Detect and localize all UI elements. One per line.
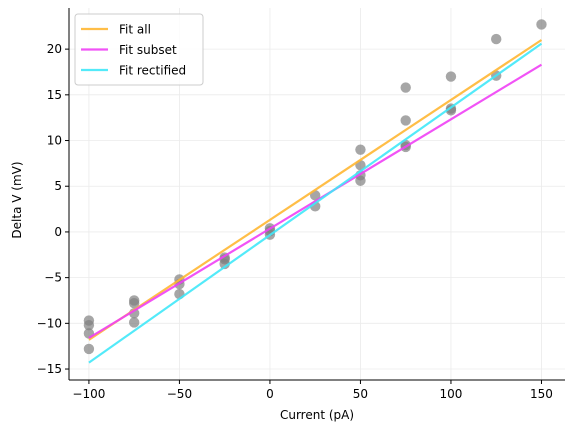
legend-box (74, 13, 204, 86)
grid (69, 8, 565, 380)
data-point (445, 105, 457, 116)
y-tick-label: 0 (54, 225, 62, 239)
data-point (83, 343, 95, 355)
legend: Fit all Fit subset Fit rectified (74, 13, 204, 86)
legend-label-3: Fit rectified (119, 64, 186, 78)
y-tick-label: −5 (44, 271, 62, 285)
data-point (128, 298, 140, 309)
legend-label-2: Fit subset (119, 43, 177, 57)
data-point (355, 144, 366, 155)
x-tick-label: −100 (72, 387, 105, 401)
y-tick-label: 15 (47, 88, 62, 102)
y-tick-label: −15 (37, 362, 62, 376)
fit-line-2 (88, 63, 543, 339)
legend-label-1: Fit all (119, 23, 151, 37)
fit-lines (88, 39, 543, 364)
data-point (445, 71, 457, 82)
x-axis-label: Current (pA) (280, 408, 354, 422)
y-axis-label: Delta V (mV) (10, 161, 24, 238)
y-tick-label: 10 (47, 134, 62, 148)
x-tick-label: 150 (530, 387, 553, 401)
data-point (491, 33, 502, 45)
data-point (400, 115, 411, 126)
data-point (400, 82, 411, 93)
x-tick-label: 0 (266, 387, 274, 401)
y-tick-label: 5 (54, 179, 62, 193)
data-point (355, 175, 366, 186)
x-tick-label: 50 (353, 387, 368, 401)
data-point (128, 317, 140, 328)
y-tick-label: −10 (37, 316, 62, 330)
data-point (536, 19, 547, 30)
x-tick-label: 100 (440, 387, 463, 401)
data-point (83, 319, 95, 331)
x-tick-label: −50 (167, 387, 192, 401)
fit-line-3 (88, 42, 543, 364)
data-point (219, 258, 230, 270)
y-tick-label: 20 (47, 42, 62, 56)
fit-line-1 (88, 39, 543, 341)
